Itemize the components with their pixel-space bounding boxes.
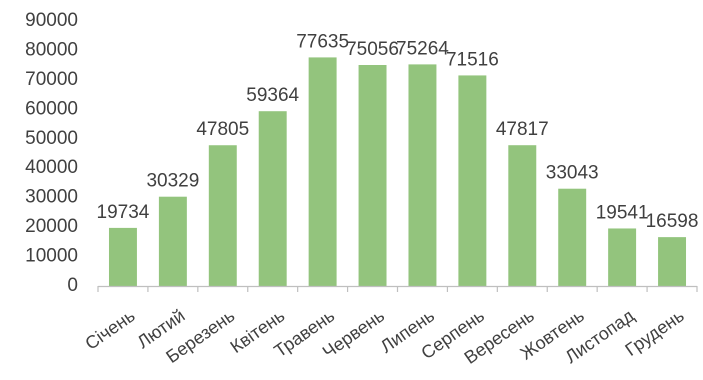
y-tick-label: 90000	[25, 10, 78, 31]
data-label: 71516	[446, 49, 499, 70]
y-tick-label: 60000	[25, 98, 78, 119]
y-tick-label: 80000	[25, 39, 78, 60]
y-tick-label: 70000	[25, 69, 78, 90]
data-label: 47805	[196, 119, 249, 140]
y-tick-label: 0	[67, 275, 78, 296]
x-axis-labels: СіченьЛютийБерезеньКвітеньТравеньЧервень…	[81, 305, 687, 368]
bar	[208, 145, 237, 286]
data-label: 75056	[346, 39, 399, 60]
y-tick-label: 30000	[25, 187, 78, 208]
y-tick-label: 10000	[25, 246, 78, 267]
bar	[658, 237, 687, 286]
data-label: 30329	[146, 171, 199, 192]
y-axis-ticks: 0 10000 20000 30000 40000 50000 60000 70000 8000…	[25, 10, 78, 296]
bar	[108, 227, 137, 286]
x-axis-tick-marks	[97, 286, 698, 292]
data-labels: 19734 30329 47805 59364 77635750567526471516…	[97, 31, 699, 232]
data-label: 47817	[496, 119, 549, 140]
data-label: 75264	[396, 38, 449, 59]
bars	[108, 57, 687, 287]
bar	[308, 57, 337, 287]
data-label: 19541	[596, 202, 649, 223]
bar	[408, 64, 437, 286]
bar	[508, 145, 537, 286]
bar	[358, 65, 387, 287]
data-label: 16598	[646, 211, 699, 232]
bar	[558, 188, 587, 286]
y-tick-label: 50000	[25, 128, 78, 149]
y-tick-label: 20000	[25, 216, 78, 237]
x-category-label: Січень	[81, 305, 138, 353]
data-label: 33043	[546, 163, 599, 184]
data-label: 77635	[296, 31, 349, 52]
data-label: 59364	[246, 85, 299, 106]
bar	[258, 111, 287, 287]
bar	[458, 75, 487, 286]
bar	[158, 196, 187, 286]
data-label: 19734	[97, 202, 150, 223]
bar	[608, 228, 637, 286]
y-tick-label: 40000	[25, 157, 78, 178]
